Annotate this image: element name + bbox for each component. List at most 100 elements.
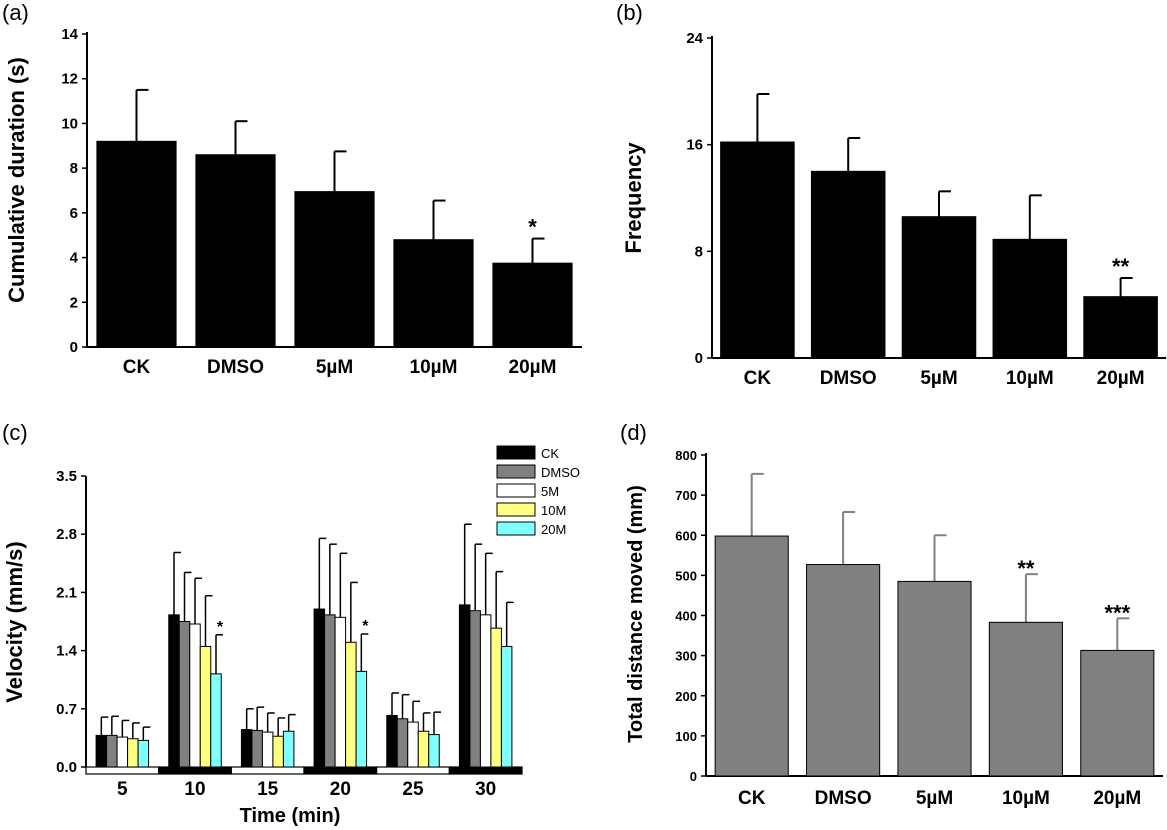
- chart-c-category-label: 30: [475, 779, 496, 800]
- chart-c-bar: [261, 731, 274, 768]
- chart-c-ytick-label: 0.0: [56, 759, 77, 776]
- chart-a-ytick-label: 2: [70, 294, 78, 311]
- chart-a-significance-mark: *: [528, 215, 537, 240]
- chart-c-ytick-label: 1.4: [56, 643, 78, 660]
- chart-c-significance-mark: *: [217, 619, 224, 636]
- chart-d-bar: [714, 535, 789, 777]
- chart-a-bar: [294, 191, 375, 348]
- chart-c-bar: [116, 736, 129, 768]
- chart-c-bar: [95, 734, 108, 768]
- chart-c-significance-mark: *: [362, 618, 369, 635]
- chart-c-ytick-label: 0.7: [56, 701, 77, 718]
- chart-a-ytick-label: 12: [61, 71, 78, 88]
- chart-c-bar: [458, 604, 471, 768]
- chart-c-bar: [137, 739, 150, 768]
- ylabel-c: Velocity (mm/s): [2, 541, 27, 702]
- chart-d-bar: [1080, 649, 1155, 777]
- chart-b-significance-mark: **: [1112, 254, 1130, 279]
- chart-c-legend-label: 5M: [541, 484, 559, 499]
- chart-d-category-label: 20µM: [1093, 788, 1141, 809]
- chart-a-ytick-label: 8: [70, 160, 78, 177]
- chart-a-ytick-label: 4: [70, 250, 79, 267]
- chart-d-ytick-label: 800: [675, 448, 697, 463]
- chart-d-ytick-label: 400: [675, 609, 697, 624]
- ylabel-b: Frequency: [621, 142, 646, 254]
- chart-c-bar: [106, 734, 118, 768]
- panel-label-d: (d): [620, 420, 647, 445]
- chart-c-legend-swatch: [496, 483, 536, 498]
- chart-a-ytick-label: 10: [61, 115, 78, 132]
- chart-c-bar: [396, 718, 409, 768]
- chart-b-category-label: CK: [744, 368, 772, 389]
- chart-c-category-label: 10: [184, 779, 205, 800]
- chart-c-time-band: [158, 766, 232, 775]
- chart-a-ytick-label: 0: [70, 339, 78, 356]
- chart-d-bar: [806, 564, 881, 777]
- chart-a-ytick-label: 6: [70, 205, 78, 222]
- chart-a-bar: [96, 140, 177, 348]
- ylabel-a: Cumulative duration (s): [4, 57, 29, 303]
- chart-a-category-label: 5µM: [316, 357, 353, 378]
- chart-c-time-band: [85, 766, 160, 775]
- chart-b-category-label: DMSO: [820, 368, 877, 389]
- chart-d-ytick-label: 600: [675, 528, 697, 543]
- chart-c-bar: [240, 729, 253, 768]
- chart-c-bar: [313, 608, 326, 768]
- chart-c-time-band: [376, 766, 450, 775]
- chart-c-bar: [469, 610, 481, 768]
- chart-c-time-band: [448, 766, 523, 775]
- chart-c-legend-label: CK: [541, 446, 559, 461]
- chart-d-category-label: DMSO: [815, 788, 872, 809]
- panel-label-b: (b): [616, 0, 643, 25]
- chart-d-bar: [988, 621, 1063, 777]
- chart-b-bar: [810, 170, 886, 359]
- chart-b-ytick-label: 16: [686, 137, 703, 154]
- chart-b-bar: [992, 238, 1068, 359]
- chart-c-legend-swatch: [496, 464, 536, 479]
- chart-d-ytick-label: 300: [675, 649, 697, 664]
- chart-b-category-label: 10µM: [1006, 368, 1054, 389]
- chart-c-bar: [428, 734, 440, 768]
- chart-c-bar: [199, 645, 212, 768]
- chart-c-bar: [127, 738, 139, 768]
- chart-c-bar: [355, 670, 368, 768]
- chart-c-bar: [324, 614, 336, 768]
- chart-c-bar: [417, 730, 430, 768]
- chart-a-bar: [195, 154, 276, 348]
- chart-a-category-label: 20µM: [509, 357, 557, 378]
- chart-b-ytick-label: 8: [695, 243, 703, 260]
- chart-b-bar: [1083, 296, 1158, 359]
- chart-d-significance-mark: ***: [1104, 600, 1130, 625]
- chart-c-category-label: 25: [402, 779, 424, 800]
- chart-c-bar: [490, 627, 502, 768]
- chart-d-ytick-label: 100: [675, 729, 697, 744]
- chart-c-bar: [210, 673, 222, 768]
- chart-c-legend-label: 20M: [541, 522, 566, 537]
- chart-d-category-label: 10µM: [1002, 788, 1050, 809]
- xlabel-c: Time (min): [240, 805, 341, 827]
- chart-c-bar: [168, 614, 180, 768]
- chart-d-ytick-label: 700: [675, 488, 697, 503]
- chart-b-bar: [720, 141, 795, 359]
- panel-label-a: (a): [2, 0, 29, 25]
- chart-c-bar: [345, 641, 357, 768]
- panel-label-c: (c): [2, 420, 28, 445]
- chart-d: 0 100 200 300 400 500 600 700 800 CK DMSO 5µM 10µM **…: [675, 448, 1163, 809]
- chart-b-bar: [901, 216, 977, 359]
- chart-d-significance-mark: **: [1017, 556, 1035, 581]
- chart-a-category-label: 10µM: [410, 357, 458, 378]
- chart-c-legend-label: DMSO: [541, 465, 580, 480]
- chart-c-ytick-label: 3.5: [56, 468, 77, 485]
- chart-c-time-band: [230, 766, 305, 775]
- chart-c: 0.0 0.7 1.4 2.1 2.8 3.5 5 10 15 20 25 30 * * CK DMSO 5M 1…: [56, 445, 580, 800]
- chart-d-category-label: 5µM: [916, 788, 953, 809]
- chart-c-bar: [407, 721, 419, 768]
- ylabel-d: Total distance moved (mm): [625, 485, 647, 742]
- chart-a-category-label: CK: [123, 357, 151, 378]
- chart-a-category-label: DMSO: [207, 357, 264, 378]
- chart-c-bar: [479, 614, 492, 768]
- chart-c-bar: [386, 714, 398, 768]
- chart-c-bar: [282, 730, 295, 768]
- chart-d-ytick-label: 0: [690, 769, 697, 784]
